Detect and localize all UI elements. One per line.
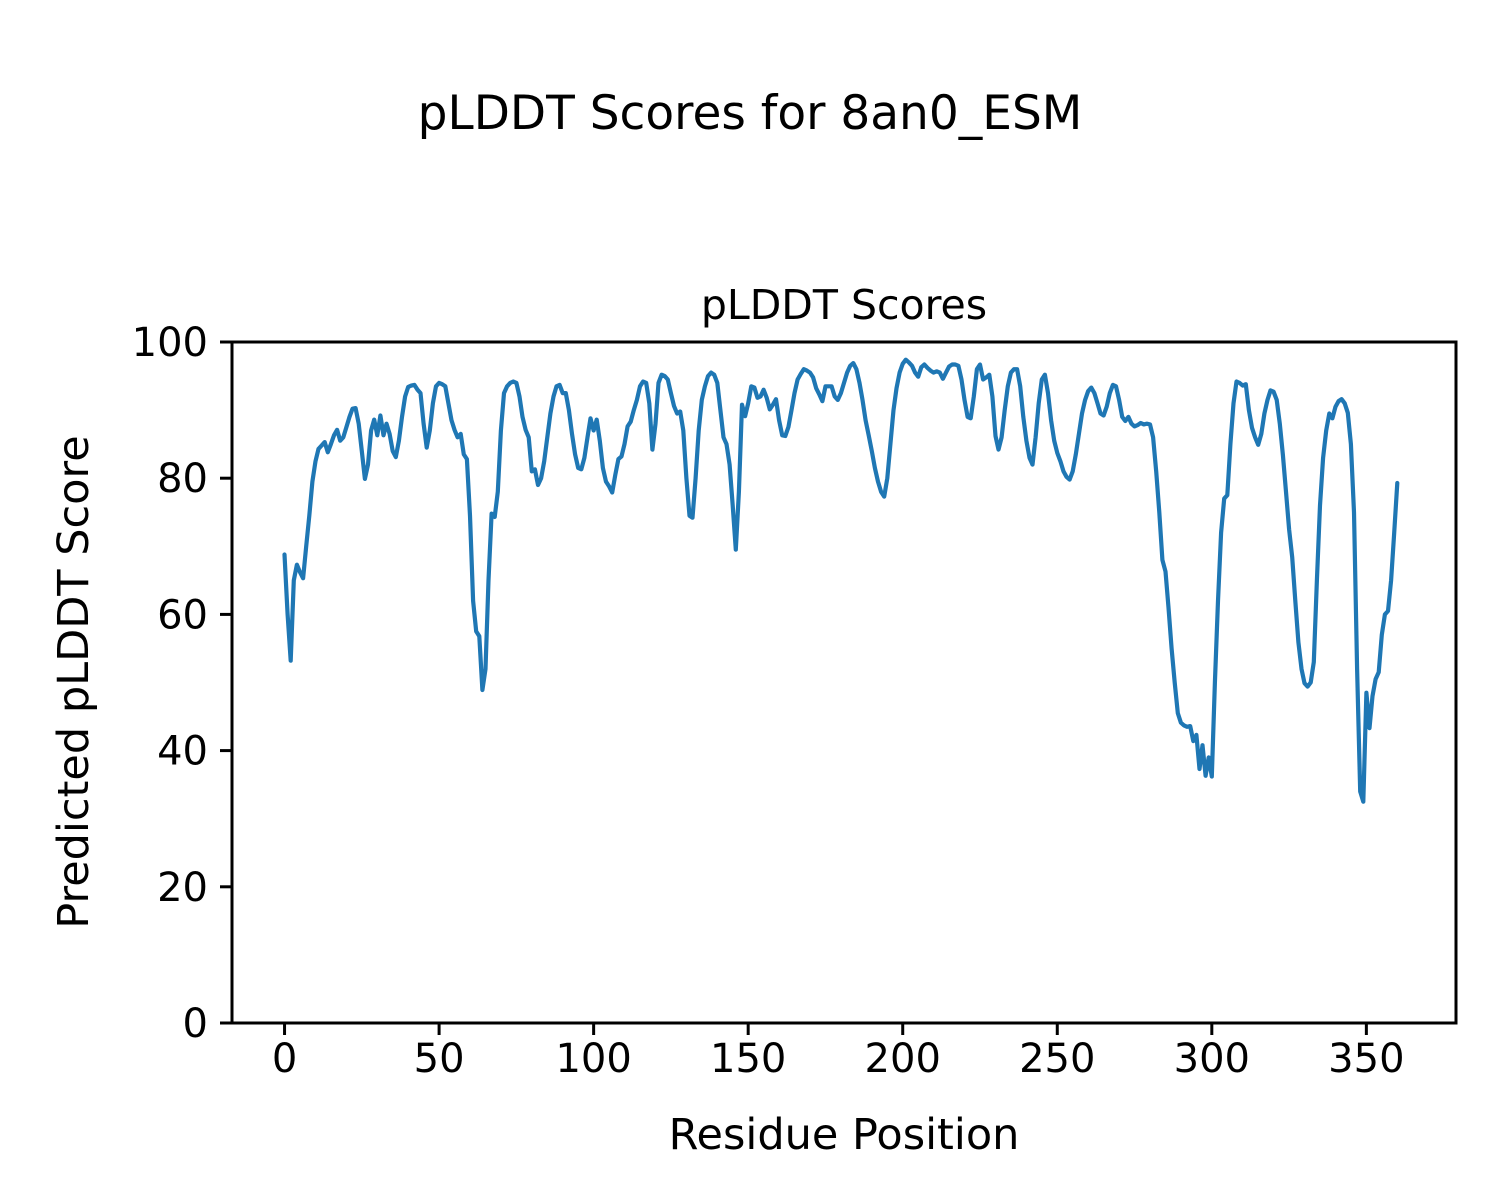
axes-spines — [230, 340, 1458, 1025]
x-tick-label: 50 — [414, 1036, 465, 1082]
plddt-line — [282, 357, 1400, 804]
figure-title: pLDDT Scores for 8an0_ESM — [417, 86, 1083, 141]
y-tick-label: 40 — [157, 729, 208, 775]
x-tick-label: 200 — [865, 1036, 941, 1082]
y-tick-label: 80 — [157, 456, 208, 502]
x-tick-label: 350 — [1328, 1036, 1404, 1082]
y-tick-label: 20 — [157, 865, 208, 911]
x-axis-label: Residue Position — [668, 1110, 1020, 1160]
y-tick-label: 60 — [157, 592, 208, 638]
y-tick-label: 0 — [183, 1001, 208, 1047]
y-tick-label: 100 — [132, 320, 208, 366]
x-tick-label: 0 — [272, 1036, 297, 1082]
axes-title: pLDDT Scores — [700, 281, 988, 329]
x-tick-label: 250 — [1019, 1036, 1095, 1082]
x-tick-label: 150 — [710, 1036, 786, 1082]
x-tick-label: 100 — [555, 1036, 631, 1082]
x-tick-label: 300 — [1174, 1036, 1250, 1082]
